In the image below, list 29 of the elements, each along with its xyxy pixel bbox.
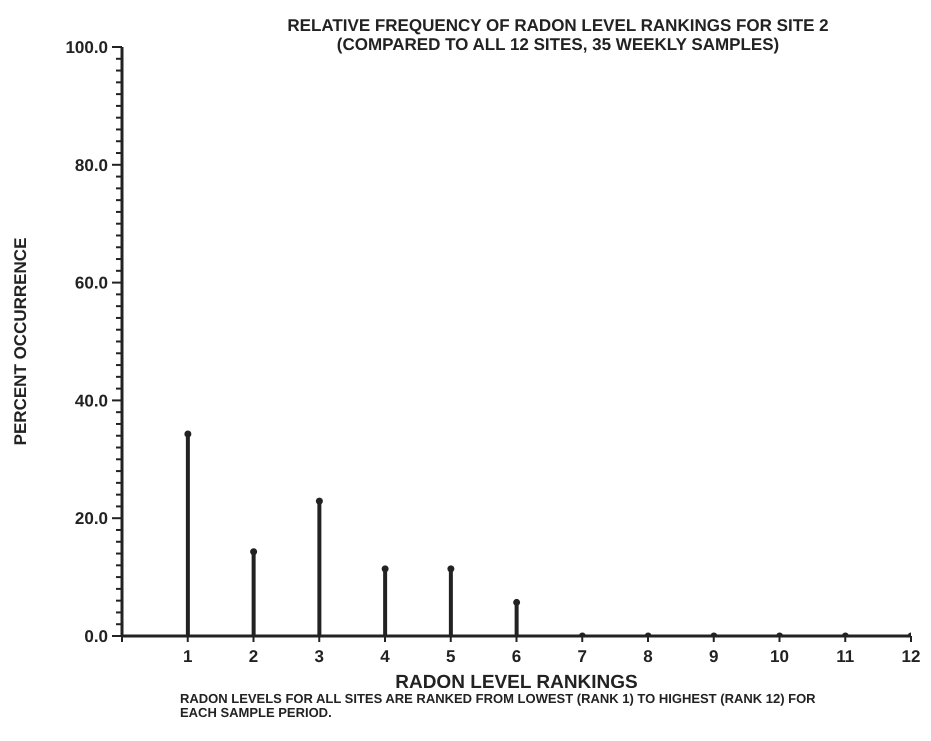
x-axis-title: RADON LEVEL RANKINGS	[395, 672, 638, 693]
x-tick-label: 2	[248, 647, 258, 666]
point	[316, 498, 323, 505]
point	[513, 598, 520, 606]
point	[382, 565, 389, 572]
x-tick-label: 7	[578, 647, 587, 666]
y-tick-label: 60.0	[74, 274, 108, 293]
x-tick-label: 5	[446, 647, 456, 666]
x-tick-label: 6	[512, 647, 522, 666]
chart-title: RELATIVE FREQUENCY OF RADON LEVEL RANKINGS FOR SITE 2	[286, 16, 830, 35]
text: RADON LEVELS FOR ALL SITES ARE RANKED FROM LOWEST (RANK 1) TO HIGHEST (RANK 12) FOR EACH SAMPLE PERIOD.	[180, 691, 817, 720]
x-tick-label: 12	[902, 647, 920, 666]
x-tick-label: 4	[380, 647, 390, 666]
x-tick-label: 9	[709, 647, 718, 666]
x-tick-label: 11	[836, 647, 854, 666]
point	[184, 430, 192, 438]
y-axis-title: PERCENT OCCURRENCE	[11, 238, 30, 446]
x-tick-label: 1	[183, 647, 192, 666]
point	[250, 548, 258, 556]
point	[447, 565, 454, 572]
y-tick-label: 80.0	[74, 156, 108, 175]
y-tick-label: 100.0	[65, 38, 108, 57]
y-tick-label: 20.0	[74, 509, 108, 528]
y-tick-label: 0.0	[84, 627, 108, 646]
x-tick-label: 8	[643, 647, 653, 666]
chart-subtitle: (COMPARED TO ALL 12 SITES, 35 WEEKLY SAMPLES)	[336, 35, 780, 54]
x-tick-label: 10	[770, 647, 789, 666]
x-tick-label: 3	[314, 647, 324, 666]
y-tick-label: 40.0	[74, 391, 108, 410]
